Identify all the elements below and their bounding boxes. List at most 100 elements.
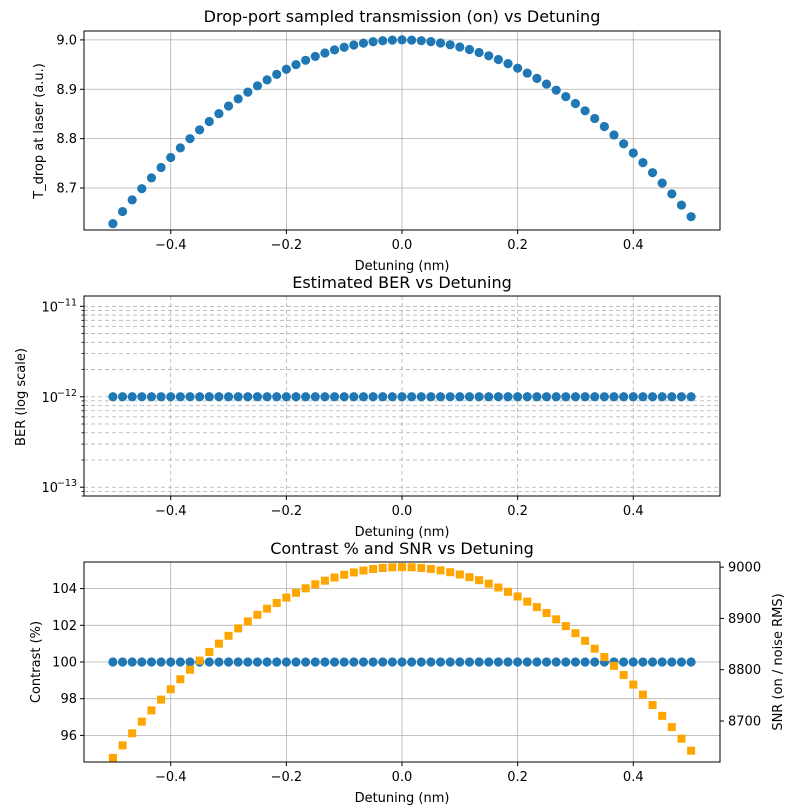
snr-point [166,685,175,694]
transmission-point [416,36,426,46]
ber-point [281,392,291,402]
ber-chart-title: Estimated BER vs Detuning [292,273,512,292]
contrast-point [445,657,455,667]
ber-point [532,392,542,402]
snr-y-tick-label: 8700 [728,714,761,729]
transmission-point [628,148,638,158]
snr-point [446,568,455,577]
transmission-point [667,189,677,199]
ber-point [426,392,436,402]
ber-point [541,392,552,402]
transmission-point [329,45,340,55]
contrast-point [416,657,426,667]
snr-point [629,680,638,689]
contrast-point [387,657,397,667]
snr-point [523,597,532,606]
transmission-y-label: T_drop at laser (a.u.) [32,63,47,200]
ber-point [599,392,609,402]
ber-point [233,392,243,402]
transmission-point [657,178,667,188]
transmission-point [349,40,359,50]
ber-point [156,392,166,402]
transmission-point [137,184,147,194]
snr-point [330,573,339,582]
contrast-point [349,657,359,667]
transmission-point [426,37,436,47]
transmission-point [291,59,301,70]
ber-point [310,392,320,402]
snr-point [243,617,252,626]
transmission-x-tick-label: −0.4 [155,238,187,253]
transmission-point [272,69,282,79]
ber-point [204,392,214,402]
ber-point [358,392,369,402]
transmission-y-tick-label: 8.7 [56,182,77,197]
contrast-snr-chart: Contrast % and SNR vs Detuning −0.4 −0.2 0… [29,539,786,806]
contrast-y-tick-label: 96 [60,729,77,744]
snr-point [282,593,291,602]
ber-point [628,392,638,402]
contrast-y-tick-label: 98 [60,692,77,707]
contrast-x-tick-label: 0.2 [507,770,528,785]
ber-point [474,392,484,402]
ber-point [455,392,465,402]
ber-point [387,392,397,402]
contrast-point [513,657,523,667]
snr-point [118,741,127,750]
ber-point [647,392,658,402]
contrast-point [146,657,157,667]
contrast-y-tick-label: 100 [52,656,77,671]
transmission-point [609,130,619,140]
contrast-point [397,657,407,667]
contrast-point [272,657,282,667]
ber-point [320,392,330,402]
ber-point [416,392,426,402]
snr-point [205,647,214,656]
contrast-point [127,657,137,667]
transmission-chart: Drop-port sampled transmission (on) vs D… [32,7,721,274]
contrast-point [117,657,128,667]
contrast-point [435,657,446,667]
transmission-point [686,212,696,222]
snr-point [147,706,156,715]
ber-point [146,392,157,402]
snr-point [542,609,551,618]
contrast-point [638,657,648,667]
ber-point [252,392,263,402]
ber-point [667,392,677,402]
contrast-point [580,657,590,667]
ber-point [686,392,696,402]
ber-point [262,392,272,402]
contrast-point [339,657,349,667]
snr-y-tick-label: 8900 [728,612,761,627]
contrast-point [541,657,552,667]
ber-point [657,392,667,402]
contrast-point [532,657,542,667]
snr-point [253,610,262,619]
snr-point [513,592,522,601]
ber-y-tick-label: 10 [41,481,58,496]
transmission-point [281,64,291,74]
snr-point [128,729,137,738]
snr-point [214,639,223,648]
ber-point [609,392,619,402]
snr-point [465,573,474,582]
transmission-point [445,40,455,50]
ber-point [185,392,195,402]
snr-point [677,734,686,743]
ber-point [214,392,224,402]
ber-x-tick-label: −0.2 [271,504,303,519]
snr-point [388,563,397,572]
contrast-y-label: Contrast (%) [29,621,44,703]
contrast-y-ticks: 96 98 100 102 104 [52,582,84,744]
snr-point [263,604,272,613]
contrast-point [474,657,484,667]
contrast-point [378,657,388,667]
contrast-point [301,657,311,667]
transmission-point [166,152,176,163]
transmission-point [146,173,157,183]
contrast-point [686,657,696,667]
transmission-point [214,108,224,119]
contrast-point [262,657,272,667]
transmission-point [185,134,195,144]
